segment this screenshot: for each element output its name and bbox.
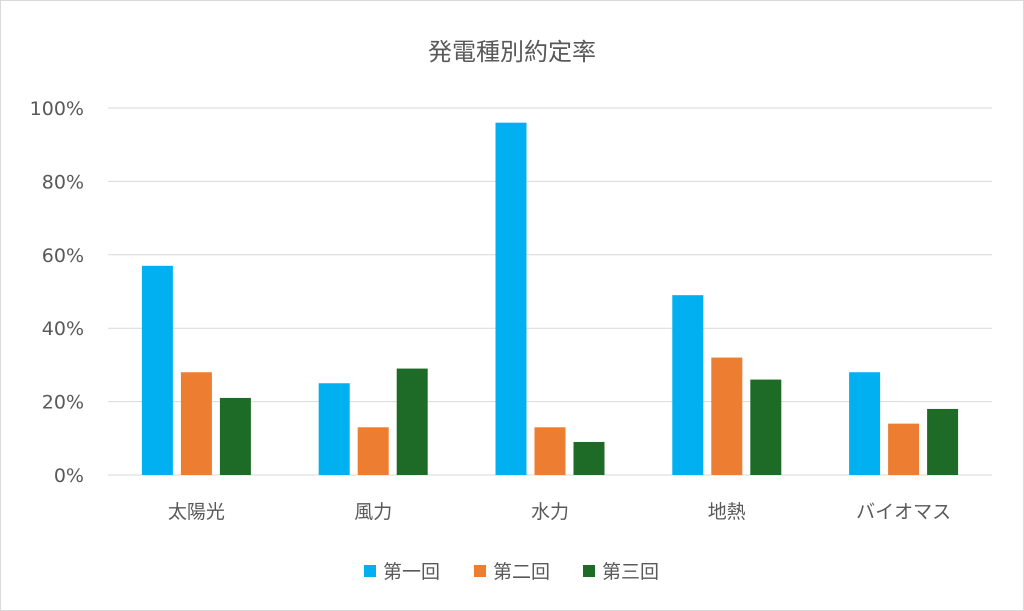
- bar-2-1: [180, 372, 212, 475]
- bar-2-3: [534, 427, 566, 475]
- bars: [141, 122, 959, 476]
- y-tick-label: 40%: [42, 318, 84, 340]
- bar-3-4: [750, 379, 782, 475]
- category-label: 水力: [531, 501, 569, 523]
- chart-title: 発電種別約定率: [428, 38, 596, 66]
- bar-3-3: [573, 441, 605, 475]
- bar-3-2: [396, 368, 428, 475]
- y-tick-label: 100%: [30, 98, 84, 120]
- x-axis-categories: 太陽光 風力 水力 地熱 バイオマス: [168, 501, 951, 523]
- bar-1-1: [141, 265, 173, 475]
- category-label: バイオマス: [856, 501, 951, 523]
- bar-2-5: [888, 423, 920, 475]
- bar-2-2: [357, 427, 389, 475]
- category-label: 地熱: [708, 501, 746, 523]
- y-tick-label: 80%: [42, 171, 84, 193]
- legend-label: 第二回: [493, 561, 550, 583]
- y-tick-label: 60%: [42, 245, 84, 267]
- bar-3-1: [219, 397, 251, 475]
- bar-1-3: [495, 122, 527, 476]
- legend-swatch: [364, 565, 376, 577]
- bar-1-5: [849, 372, 881, 475]
- bar-1-2: [318, 383, 350, 475]
- bar-3-5: [927, 408, 959, 475]
- legend-swatch: [583, 565, 595, 577]
- gridlines: [108, 107, 992, 476]
- category-label: 太陽光: [168, 501, 225, 523]
- category-label: 風力: [354, 501, 392, 523]
- legend-label: 第三回: [602, 561, 659, 583]
- bar-2-4: [711, 357, 743, 475]
- y-axis-ticks: 0% 20% 40% 60% 80% 100%: [30, 98, 84, 487]
- y-tick-label: 0%: [54, 465, 84, 487]
- legend-label: 第一回: [383, 561, 440, 583]
- bar-1-4: [672, 295, 704, 475]
- legend-swatch: [474, 565, 486, 577]
- y-tick-label: 20%: [42, 392, 84, 414]
- legend: 第一回 第二回 第三回: [364, 561, 659, 583]
